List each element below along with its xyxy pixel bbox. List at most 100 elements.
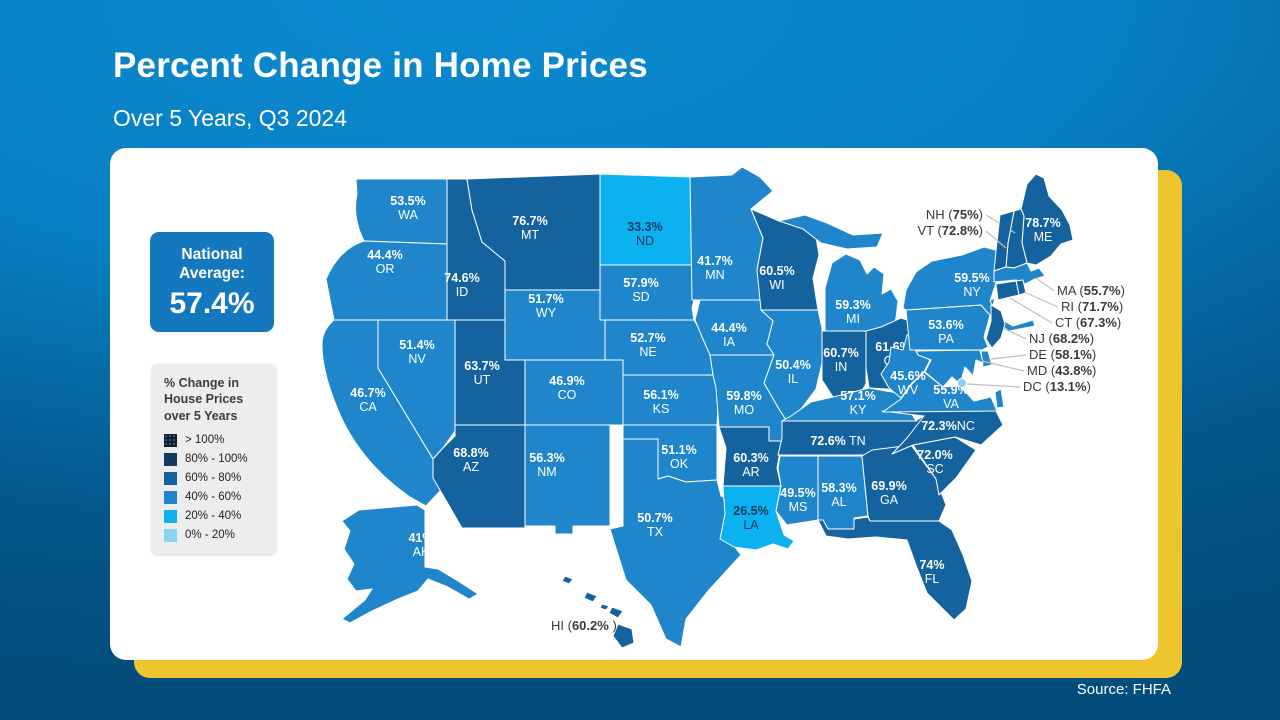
legend-item: 60% - 80%	[164, 471, 268, 485]
state-label-PA: 53.6% PA	[928, 318, 963, 346]
state-HI	[608, 606, 624, 619]
legend-items: > 100% 80% - 100% 60% - 80% 40% - 60% 20% - …	[164, 433, 268, 542]
state-NJ	[985, 304, 1006, 349]
leader-line-DE	[990, 354, 1027, 360]
state-HI	[599, 603, 610, 611]
state-label-NC: 72.3%NC	[921, 419, 975, 433]
state-label-WA: 53.5% WA	[390, 194, 425, 222]
state-label-KS: 56.1% KS	[643, 388, 678, 416]
state-label-CA: 46.7% CA	[350, 386, 385, 414]
state-TX	[609, 438, 742, 648]
state-callout-DE: DE (58.1%)	[1029, 347, 1096, 362]
legend-swatch	[164, 471, 177, 485]
state-label-OR: 44.4% OR	[367, 248, 402, 276]
legend-bucket-label: 20% - 40%	[185, 510, 242, 523]
leader-line-VT	[985, 230, 1007, 249]
state-label-NV: 51.4% NV	[399, 338, 434, 366]
legend-title: % Change in House Prices over 5 Years	[164, 376, 244, 423]
leader-line-RI	[1023, 291, 1059, 308]
national-average-value: 57.4%	[169, 286, 255, 320]
state-callout-MA: MA (55.7%)	[1057, 283, 1125, 298]
state-label-TX: 50.7% TX	[637, 511, 672, 539]
state-callout-DC: DC (13.1%)	[1023, 379, 1091, 394]
leader-line-NJ	[1002, 327, 1027, 340]
legend-bucket-label: 0% - 20%	[185, 529, 235, 542]
legend-swatch	[164, 452, 177, 466]
state-label-IN: 60.7% IN	[823, 346, 858, 374]
state-label-AL: 58.3% AL	[821, 481, 856, 509]
page-subtitle: Over 5 Years, Q3 2024	[113, 105, 347, 131]
state-DC	[957, 378, 967, 388]
state-label-LA: 26.5% LA	[733, 504, 768, 532]
map-legend: % Change in House Prices over 5 Years > …	[152, 364, 276, 554]
legend-item: 40% - 60%	[164, 490, 268, 504]
state-callout-CT: CT (67.3%)	[1055, 315, 1121, 330]
page-title: Percent Change in Home Prices	[113, 46, 648, 85]
state-label-SD: 57.9% SD	[623, 276, 658, 304]
state-label-MT: 76.7% MT	[512, 214, 547, 242]
legend-item: > 100%	[164, 433, 268, 447]
state-label-WI: 60.5% WI	[759, 264, 794, 292]
source-label: Source: FHFA	[1076, 681, 1171, 698]
state-MI	[824, 253, 899, 332]
leader-line-MD	[981, 360, 1025, 372]
national-average-box: National Average: 57.4%	[150, 232, 274, 332]
state-label-IL: 50.4% IL	[775, 358, 810, 386]
legend-swatch	[164, 528, 177, 542]
state-callout-RI: RI (71.7%)	[1061, 299, 1123, 314]
state-AK	[341, 504, 479, 624]
legend-swatch	[164, 490, 177, 504]
state-label-MS: 49.5% MS	[780, 486, 815, 514]
state-label-CO: 46.9% CO	[549, 374, 584, 402]
leader-line-CT	[1009, 297, 1053, 324]
state-callout-MD: MD (43.8%)	[1027, 363, 1096, 378]
legend-bucket-label: 80% - 100%	[185, 453, 248, 466]
legend-bucket-label: 40% - 60%	[185, 491, 242, 504]
state-MA	[993, 262, 1046, 285]
state-label-NM: 56.3% NM	[529, 451, 564, 479]
leader-line-MA	[1035, 277, 1055, 292]
state-HI	[583, 591, 598, 603]
legend-swatch	[164, 433, 177, 447]
state-label-WV: 45.6% WV	[890, 369, 925, 397]
state-label-IA: 44.4% IA	[711, 321, 746, 349]
state-label-AK: 41% AK	[408, 531, 433, 559]
state-DE	[980, 350, 993, 368]
state-label-ME: 78.7% ME	[1025, 216, 1060, 244]
state-VA	[994, 388, 1005, 409]
legend-bucket-label: 60% - 80%	[185, 472, 242, 485]
state-NC	[881, 410, 1004, 455]
state-label-KY: 57.1% KY	[840, 389, 875, 417]
state-HI	[561, 575, 574, 585]
state-label-MI: 59.3% MI	[835, 298, 870, 326]
state-label-ID: 74.6% ID	[444, 271, 479, 299]
leader-line-DC	[966, 383, 1021, 388]
state-callout-VT: VT (72.8%)	[917, 223, 983, 238]
legend-bucket-label: > 100%	[185, 434, 225, 447]
state-callout-NJ: NJ (68.2%)	[1029, 331, 1094, 346]
state-label-SC: 72.0% SC	[917, 448, 952, 476]
national-average-label: National Average:	[179, 246, 245, 283]
legend-item: 20% - 40%	[164, 509, 268, 523]
state-label-ND: 33.3% ND	[627, 220, 662, 248]
state-FL	[817, 516, 973, 621]
state-label-OK: 51.1% OK	[661, 443, 696, 471]
state-label-NE: 52.7% NE	[630, 331, 665, 359]
state-callout-NH: NH (75%)	[926, 207, 983, 222]
us-choropleth-map: 53.5% WA 44.4% OR 46.7% CA 51.4% NV 74.6% ID 76.7%…	[321, 166, 1125, 649]
state-label-AR: 60.3% AR	[733, 451, 768, 479]
state-label-FL: 74% FL	[919, 558, 944, 586]
state-label-MN: 41.7% MN	[697, 254, 732, 282]
legend-item: 80% - 100%	[164, 452, 268, 466]
state-CT	[995, 280, 1020, 301]
legend-swatch	[164, 509, 177, 523]
state-HI	[612, 623, 635, 649]
state-NM	[524, 424, 611, 535]
state-AR	[718, 426, 783, 487]
state-callout-HI: HI (60.2% )	[551, 618, 617, 633]
state-label-WY: 51.7% WY	[528, 292, 563, 320]
state-MI	[778, 214, 884, 250]
state-label-UT: 63.7% UT	[464, 359, 499, 387]
state-label-TN: 72.6% TN	[810, 434, 865, 448]
